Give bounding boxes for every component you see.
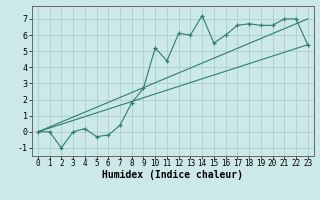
X-axis label: Humidex (Indice chaleur): Humidex (Indice chaleur)	[102, 170, 243, 180]
